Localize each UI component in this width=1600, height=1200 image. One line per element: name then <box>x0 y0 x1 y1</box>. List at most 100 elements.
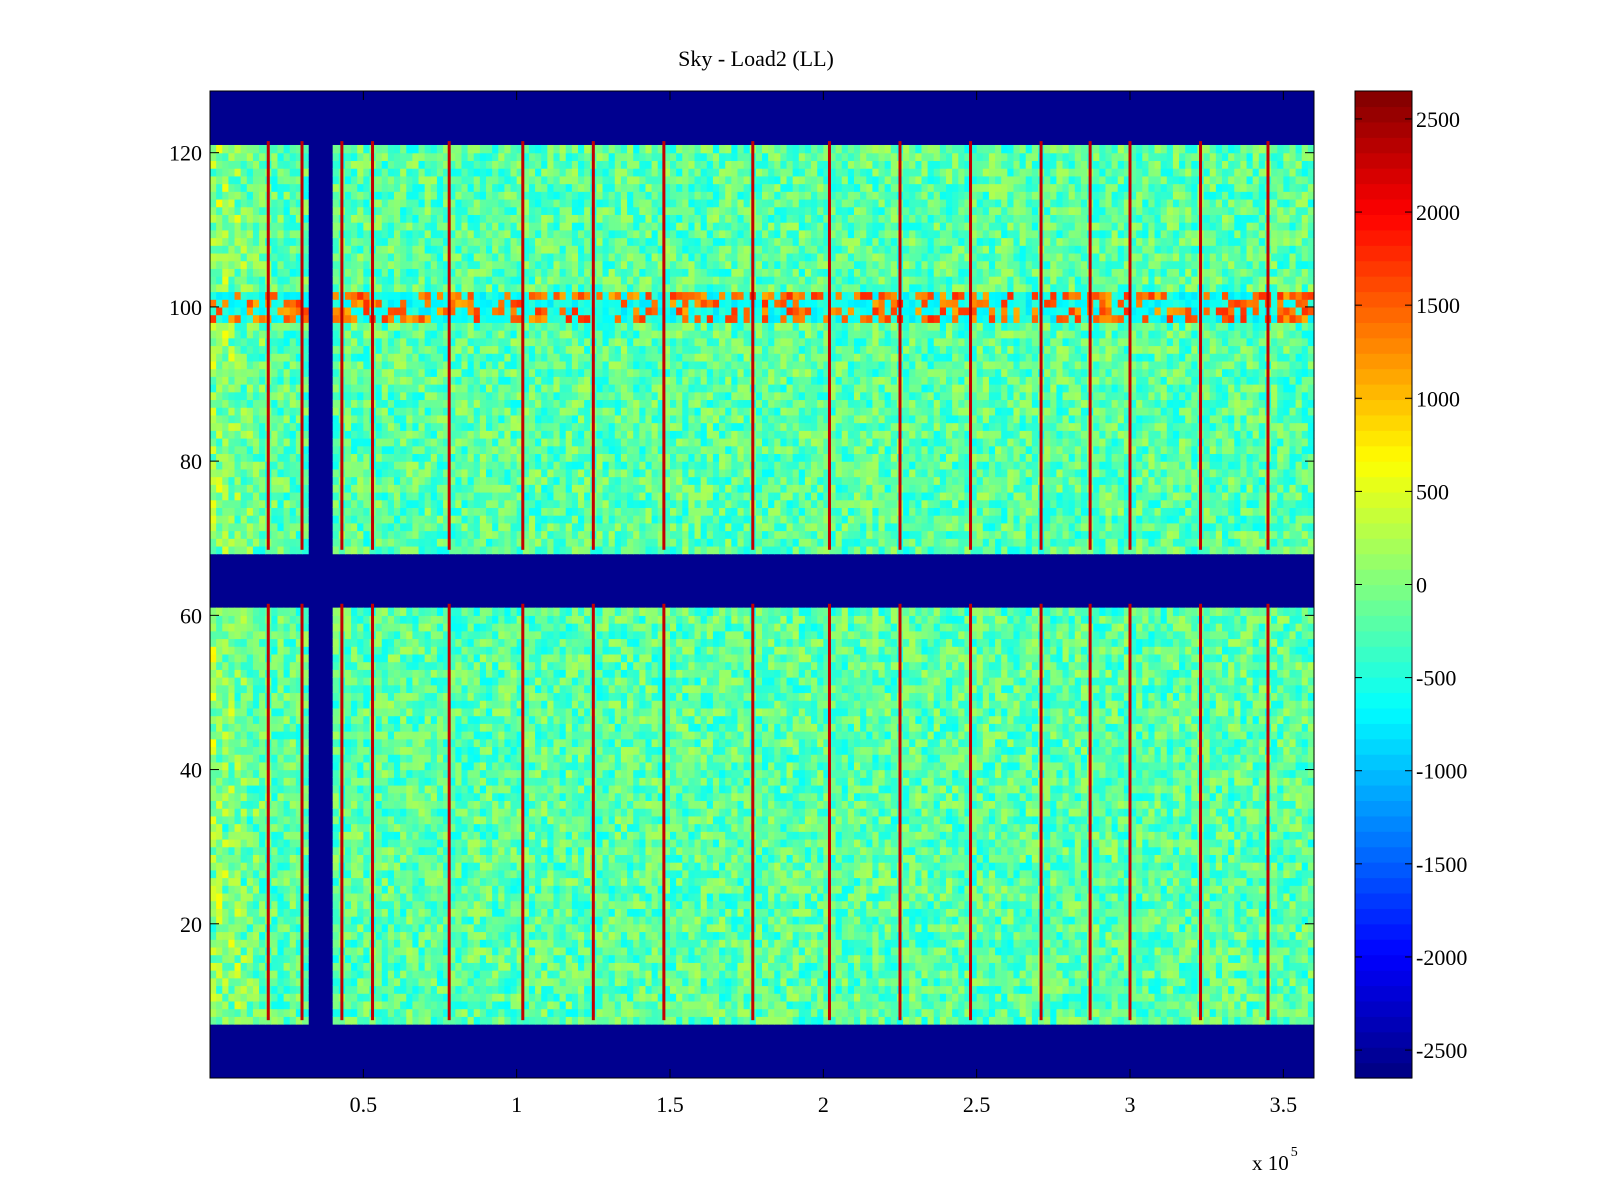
heatmap-cell <box>755 854 763 863</box>
heatmap-cell <box>571 869 579 879</box>
heatmap-cell <box>1240 916 1248 925</box>
heatmap-cell <box>620 885 628 894</box>
heatmap-cell <box>1222 993 1229 1002</box>
heatmap-cell <box>725 877 732 886</box>
heatmap-cell <box>915 985 923 994</box>
heatmap-cell <box>755 931 763 940</box>
heatmap-cell <box>1154 831 1162 840</box>
heatmap-cell <box>798 923 806 933</box>
heatmap-cell <box>351 892 358 902</box>
heatmap-cell <box>964 815 972 825</box>
heatmap-cell <box>486 862 493 871</box>
heatmap-cell <box>633 846 640 855</box>
heatmap-cell <box>627 892 634 902</box>
heatmap-cell <box>351 869 358 879</box>
heatmap-cell <box>663 916 671 925</box>
heatmap-cell <box>768 838 775 848</box>
heatmap-cell <box>1246 970 1254 979</box>
heatmap-cell <box>1289 900 1297 909</box>
heatmap-cell <box>1154 1016 1162 1025</box>
heatmap-cell <box>860 831 867 840</box>
heatmap-cell <box>1209 954 1217 963</box>
heatmap-cell <box>406 885 413 894</box>
heatmap-cell <box>1123 931 1131 940</box>
heatmap-cell <box>627 885 634 894</box>
heatmap-cell <box>841 962 849 971</box>
heatmap-cell <box>835 823 843 832</box>
heatmap-cell <box>289 1016 297 1025</box>
heatmap-cell <box>406 970 413 979</box>
heatmap-cell <box>1056 954 1064 963</box>
heatmap-cell <box>492 993 499 1002</box>
heatmap-cell <box>639 970 647 979</box>
heatmap-cell <box>535 854 542 863</box>
heatmap-cell <box>737 823 745 832</box>
heatmap-cell <box>1007 946 1015 956</box>
heatmap-cell <box>535 846 542 855</box>
heatmap-cell <box>1222 931 1229 940</box>
heatmap-cell <box>559 800 567 809</box>
heatmap-cell <box>847 862 855 871</box>
heatmap-cell <box>1277 993 1284 1002</box>
heatmap-cell <box>639 1016 647 1025</box>
heatmap-cell <box>535 970 542 979</box>
heatmap-cell <box>1074 808 1082 817</box>
heatmap-cell <box>1142 877 1149 886</box>
heatmap-cell <box>289 808 297 817</box>
heatmap-cell <box>676 916 683 925</box>
heatmap-cell <box>1203 1016 1211 1025</box>
heatmap-cell <box>504 808 512 817</box>
heatmap-cell <box>1258 970 1266 979</box>
heatmap-cell <box>295 900 303 909</box>
heatmap-cell <box>939 823 947 832</box>
heatmap-cell <box>829 823 837 832</box>
heatmap-cell <box>486 939 493 948</box>
heatmap-cell <box>780 962 788 971</box>
heatmap-cell <box>1203 946 1211 956</box>
heatmap-cell <box>602 923 610 933</box>
heatmap-cell <box>841 916 849 925</box>
heatmap-cell <box>252 846 260 855</box>
heatmap-cell <box>1062 869 1070 879</box>
heatmap-cell <box>381 869 389 879</box>
heatmap-cell <box>473 846 481 855</box>
heatmap-cell <box>1209 1008 1217 1017</box>
heatmap-cell <box>1105 877 1113 886</box>
heatmap-cell <box>1001 962 1008 971</box>
heatmap-cell <box>596 962 604 971</box>
heatmap-cell <box>418 862 426 871</box>
heatmap-cell <box>1185 985 1192 994</box>
heatmap-cell <box>541 977 548 987</box>
heatmap-cell <box>719 977 726 987</box>
heatmap-cell <box>541 815 548 825</box>
heatmap-cell <box>455 823 463 832</box>
heatmap-cell <box>1234 916 1241 925</box>
heatmap-cell <box>504 923 512 933</box>
heatmap-cell <box>332 946 340 956</box>
heatmap-cell <box>762 916 769 925</box>
heatmap-cell <box>1148 846 1156 855</box>
heatmap-cell <box>1136 877 1143 886</box>
heatmap-cell <box>455 800 463 809</box>
heatmap-cell <box>1277 962 1284 971</box>
heatmap-cell <box>492 892 499 902</box>
heatmap-cell <box>418 854 426 863</box>
heatmap-cell <box>295 892 303 902</box>
heatmap-cell <box>473 939 481 948</box>
heatmap-cell <box>302 946 309 956</box>
heatmap-cell <box>872 970 880 979</box>
heatmap-cell <box>768 885 775 894</box>
heatmap-cell <box>498 916 505 925</box>
heatmap-cell <box>909 854 916 863</box>
heatmap-cell <box>363 977 371 987</box>
heatmap-cell <box>903 931 910 940</box>
heatmap-cell <box>1271 808 1278 817</box>
heatmap-cell <box>780 854 788 863</box>
heatmap-cell <box>1105 823 1113 832</box>
heatmap-cell <box>400 862 407 871</box>
heatmap-cell <box>541 800 548 809</box>
heatmap-cell <box>976 946 984 956</box>
heatmap-cell <box>1148 954 1156 963</box>
heatmap-cell <box>903 823 910 832</box>
heatmap-cell <box>412 993 420 1002</box>
